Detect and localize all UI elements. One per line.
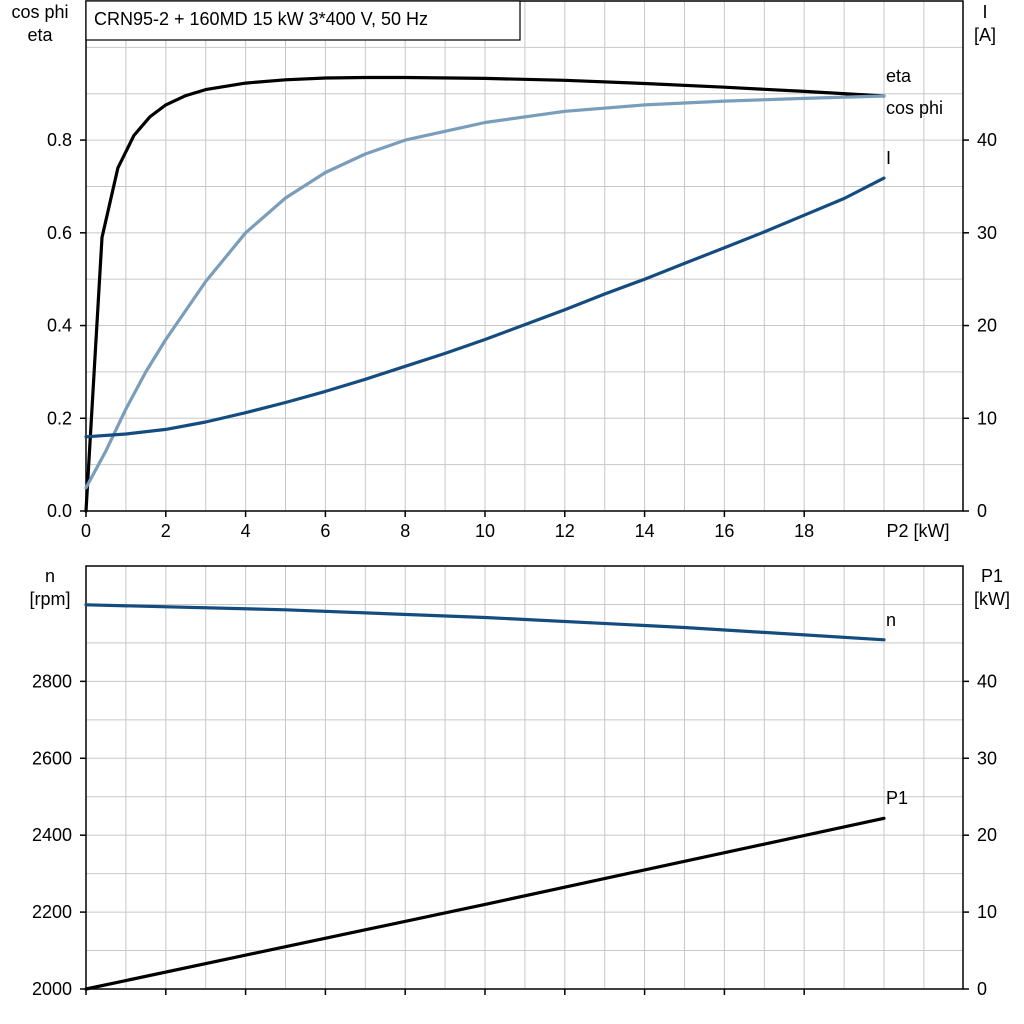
bottom-plot-grid [86, 566, 963, 989]
series-line-p1 [84, 816, 886, 991]
bottom-right-axis-tick-label: 40 [977, 671, 997, 691]
x-axis-tick-label: 6 [320, 521, 330, 541]
top-left-axis-tick-label: 0.6 [47, 223, 72, 243]
series-label-p1: P1 [886, 788, 908, 808]
top-left-axis-label-cosphi: cos phi [11, 2, 68, 22]
x-axis-tick-label: 18 [794, 521, 814, 541]
series-label-eta: eta [886, 66, 912, 86]
bottom-left-axis-label-n: n [45, 566, 55, 586]
top-left-axis-tick-label: 0.4 [47, 316, 72, 336]
top-right-axis-tick-label: 10 [977, 408, 997, 428]
bottom-left-axis-tick-label: 2600 [32, 748, 72, 768]
series-line-n [84, 603, 886, 642]
top-left-axis-label-eta: eta [27, 25, 53, 45]
chart-title: CRN95-2 + 160MD 15 kW 3*400 V, 50 Hz [94, 9, 428, 29]
axis-ticks [80, 139, 969, 995]
bottom-right-axis-label-p1: P1 [981, 566, 1003, 586]
bottom-right-axis-tick-label: 0 [977, 979, 987, 999]
title-box [85, 0, 521, 41]
top-left-axis-tick-label: 0.8 [47, 130, 72, 150]
series-label-i: I [886, 148, 891, 168]
bottom-left-axis-unit-rpm: [rpm] [29, 589, 70, 609]
bottom-left-axis-tick-label: 2200 [32, 902, 72, 922]
x-axis-tick-label: 2 [161, 521, 171, 541]
top-plot-grid [86, 1, 963, 511]
x-axis-label: P2 [kW] [886, 521, 949, 541]
series-line-eta [84, 75, 886, 513]
top-left-axis-tick-label: 0.0 [47, 501, 72, 521]
x-axis-tick-label: 10 [475, 521, 495, 541]
axis-tick-labels: 0 2 4 6 8 10 12 14 16 18 0.0 0.2 0.4 0.6 0.8 0 10 20 30 40 2… [32, 130, 997, 999]
top-right-axis-label-i: I [982, 2, 987, 22]
series-line-cos-phi [84, 94, 886, 490]
series-line-i [84, 176, 886, 439]
x-axis-tick-label: 8 [400, 521, 410, 541]
top-right-axis-tick-label: 40 [977, 130, 997, 150]
x-axis-tick-label: 16 [714, 521, 734, 541]
chart-curves [84, 75, 886, 991]
top-right-axis-tick-label: 30 [977, 223, 997, 243]
x-axis-tick-label: 12 [555, 521, 575, 541]
bottom-right-axis-tick-label: 20 [977, 825, 997, 845]
top-plot-frame [85, 0, 964, 512]
x-axis-tick-label: 0 [81, 521, 91, 541]
bottom-right-axis-tick-label: 30 [977, 748, 997, 768]
top-left-axis-tick-label: 0.2 [47, 408, 72, 428]
top-right-axis-tick-label: 0 [977, 501, 987, 521]
bottom-plot-frame [85, 565, 964, 990]
bottom-left-axis-tick-label: 2800 [32, 671, 72, 691]
series-label-n: n [886, 610, 896, 630]
top-right-axis-tick-label: 20 [977, 316, 997, 336]
bottom-left-axis-tick-label: 2400 [32, 825, 72, 845]
bottom-left-axis-tick-label: 2000 [32, 979, 72, 999]
bottom-right-axis-unit-kw: [kW] [974, 589, 1010, 609]
x-axis-tick-label: 4 [241, 521, 251, 541]
x-axis-tick-label: 14 [635, 521, 655, 541]
bottom-right-axis-tick-label: 10 [977, 902, 997, 922]
top-right-axis-unit-a: [A] [974, 25, 996, 45]
series-label-cos-phi: cos phi [886, 98, 943, 118]
